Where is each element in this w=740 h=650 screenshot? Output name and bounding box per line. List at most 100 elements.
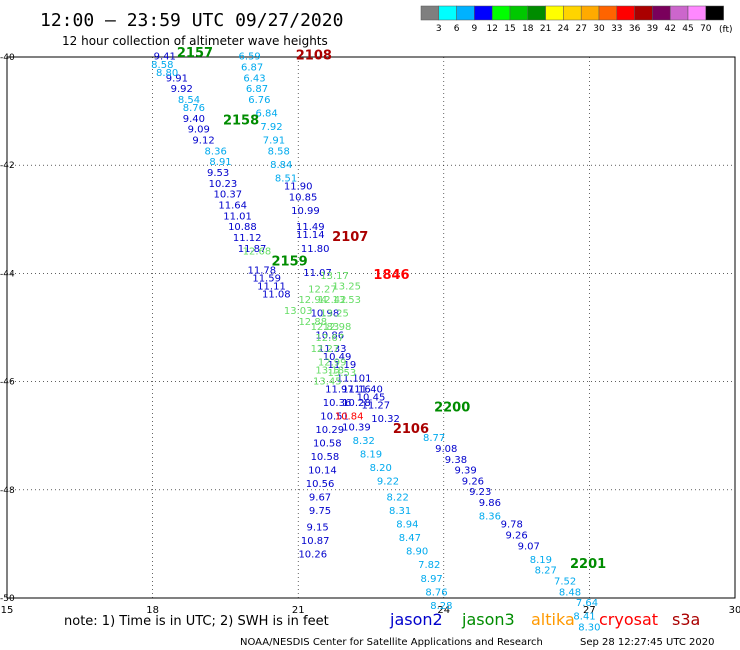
track-number-label: 2106 <box>393 422 429 437</box>
data-point-label: 9.09 <box>188 125 210 136</box>
colorbar-tick-label: 70 <box>700 24 712 34</box>
legend-entry: altika <box>531 610 575 629</box>
data-point-label: 8.30 <box>578 622 600 633</box>
colorbar-swatch <box>420 5 440 21</box>
data-point-label: 11.59 <box>252 274 281 285</box>
track-number-label: 2159 <box>272 254 308 269</box>
data-point-label: 9.39 <box>455 466 477 477</box>
data-point-label: 6.43 <box>243 73 265 84</box>
data-point-label: 9.91 <box>166 73 188 84</box>
y-tick-label: -42 <box>0 161 15 171</box>
data-point-label: 10.49 <box>323 352 352 363</box>
data-point-label: 8.58 <box>268 146 290 157</box>
data-point-label: 8.76 <box>183 103 205 114</box>
x-tick-label: 21 <box>292 605 305 616</box>
colorbar-tick-label: 30 <box>593 24 605 34</box>
legend-entry: jason2 <box>389 610 443 629</box>
colorbar-tick-label: 12 <box>486 24 497 34</box>
data-point-label: 8.22 <box>387 493 409 504</box>
data-point-label: 13.53 <box>328 368 357 379</box>
data-point-label: 11.80 <box>301 244 330 255</box>
data-point-label: 11.101 <box>337 374 372 385</box>
data-point-label: 8.32 <box>353 436 375 447</box>
data-point-label: 9.26 <box>462 476 484 487</box>
track-number-label: 2158 <box>223 114 259 129</box>
data-point-label: 13.18 <box>315 365 344 376</box>
data-point-label: 11.01 <box>223 211 252 222</box>
data-point-label: 10.56 <box>306 479 335 490</box>
data-point-label: 11.78 <box>247 265 276 276</box>
colorbar-swatch <box>438 5 457 21</box>
data-point-label: 9.08 <box>435 444 457 455</box>
data-point-label: 12.27 <box>311 344 340 355</box>
data-point-label: 10.88 <box>228 222 257 233</box>
chart-title: 12:00 – 23:59 UTC 09/27/2020 <box>40 10 343 31</box>
data-point-label: 8.58 <box>151 60 173 71</box>
colorbar-swatch <box>563 5 582 21</box>
data-point-label: 9.75 <box>309 506 331 517</box>
colorbar-tick-label: 39 <box>647 24 659 34</box>
data-point-label: 7.91 <box>263 136 285 147</box>
footnote: note: 1) Time is in UTC; 2) SWH is in fe… <box>64 614 329 629</box>
data-point-label: 8.20 <box>370 463 392 474</box>
data-point-label: 12.68 <box>243 246 272 257</box>
legend-entry: s3a <box>672 610 700 629</box>
data-point-label: 8.19 <box>360 449 382 460</box>
colorbar-tick-label: 33 <box>611 24 622 34</box>
data-point-label: 10.26 <box>298 549 327 560</box>
track-number-label: 2201 <box>570 557 606 572</box>
colorbar-swatch <box>705 5 724 21</box>
colorbar-tick-label: 9 <box>472 24 478 34</box>
data-point-label: 10.99 <box>291 206 320 217</box>
data-point-label: 11.97 <box>325 384 354 395</box>
x-tick-label: 27 <box>583 605 596 616</box>
data-point-label: 13.53 <box>332 295 361 306</box>
colorbar-tick-label: 42 <box>664 24 675 34</box>
data-point-label: 12.94 <box>298 295 327 306</box>
data-point-label: 9.53 <box>207 168 229 179</box>
data-point-label: 8.97 <box>421 574 443 585</box>
data-point-label: 8.76 <box>425 587 447 598</box>
data-point-label: 11.90 <box>284 182 313 193</box>
data-point-label: 6.76 <box>248 95 270 106</box>
x-tick-label: 18 <box>146 605 159 616</box>
track-number-label: 2107 <box>332 230 368 245</box>
data-point-label: 11.08 <box>262 290 291 301</box>
data-point-label: 7.52 <box>554 576 576 587</box>
data-point-label: 8.47 <box>399 533 421 544</box>
color-scale-bar: 3 6 9 12 15 18 21 24 27 30 33 36 39 42 45 70 <box>420 5 724 34</box>
data-point-label: 10.58 <box>311 452 340 463</box>
data-point-label: 10.87 <box>301 536 330 547</box>
data-point-label: 8.77 <box>423 433 445 444</box>
data-point-label: 8.19 <box>530 555 552 566</box>
colorbar-swatch <box>634 5 653 21</box>
y-tick-label: -44 <box>0 269 15 279</box>
colorbar-unit: (ft) <box>719 25 733 35</box>
data-point-label: 10.23 <box>209 179 238 190</box>
colorbar-swatch <box>669 5 689 21</box>
data-point-label: 10.14 <box>308 466 337 477</box>
colorbar-tick-label: 21 <box>540 24 551 34</box>
data-point-label: 10.29 <box>315 425 344 436</box>
colorbar-tick-label: 15 <box>504 24 515 34</box>
colorbar-swatch <box>509 5 529 21</box>
data-point-label: 9.22 <box>377 476 399 487</box>
data-point-label: 10.85 <box>289 192 318 203</box>
y-tick-label: -50 <box>0 594 15 604</box>
colorbar-swatch <box>527 5 546 21</box>
colorbar-tick-label: 27 <box>575 24 586 34</box>
y-tick-label: -46 <box>0 378 15 388</box>
data-point-label: 8.94 <box>396 520 418 531</box>
colorbar-swatch <box>580 5 600 21</box>
data-point-label: 10.37 <box>214 190 243 201</box>
track-number-label: 1846 <box>373 268 409 283</box>
colorbar-tick-label: 24 <box>558 24 570 34</box>
data-point-label: 9.15 <box>306 522 328 533</box>
data-point-label: 12.88 <box>298 317 327 328</box>
data-point-label: 8.51 <box>275 173 297 184</box>
legend: jason2 jason3 altika cryosat s3a <box>389 610 700 629</box>
data-point-label: 6.59 <box>239 52 261 63</box>
data-point-label: 10.98 <box>311 309 340 320</box>
data-point-label: 11.12 <box>233 233 262 244</box>
data-point-label: 10.28 <box>342 398 371 409</box>
